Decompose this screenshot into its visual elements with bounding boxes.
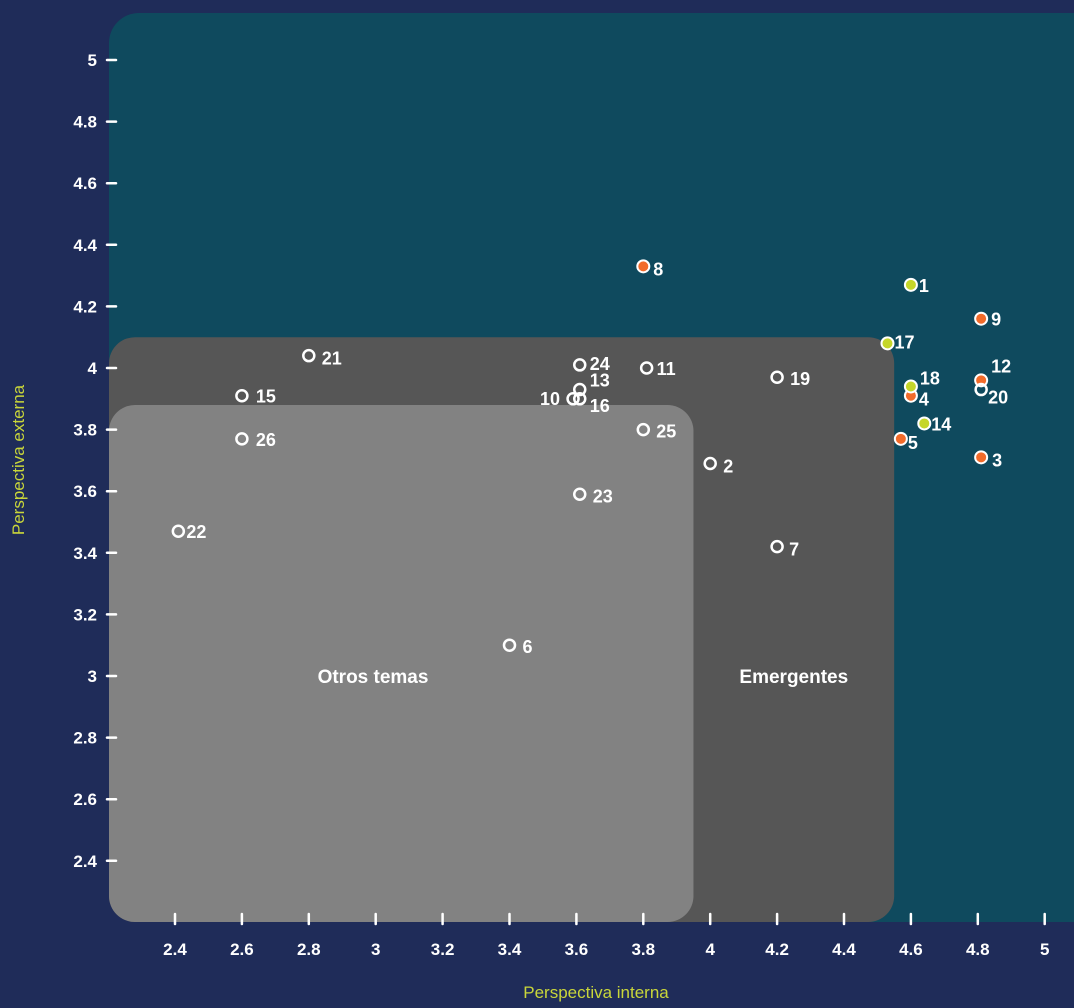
data-point-label: 5	[908, 433, 918, 453]
data-point-label: 24	[590, 354, 610, 374]
data-point-label: 15	[256, 387, 276, 407]
zone-otros-temas-label: Otros temas	[318, 667, 429, 688]
data-point-8	[636, 259, 651, 274]
data-point-label: 10	[540, 389, 560, 409]
data-point-label: 7	[789, 540, 799, 560]
y-axis: 2.4 2.6 2.8 3 3.2 3.4 3.6 3.8 4 4.2 4.4 4.6 4.8 5	[73, 51, 118, 871]
data-point-1	[903, 277, 918, 292]
data-point-19	[770, 370, 784, 384]
x-tick-label: 4.4	[832, 940, 856, 959]
y-tick-label: 2.6	[73, 790, 97, 809]
data-point-12	[974, 373, 989, 388]
data-point-20	[974, 382, 988, 397]
data-point-2	[703, 456, 717, 471]
data-point-label: 17	[894, 332, 914, 352]
x-tick-label: 2.4	[163, 940, 187, 959]
y-tick-label: 3.8	[73, 421, 97, 440]
data-point-label: 21	[322, 349, 342, 369]
data-point-label: 8	[653, 259, 663, 279]
data-point-23	[572, 487, 587, 502]
data-point-18	[903, 379, 918, 394]
data-point-26	[235, 432, 249, 446]
x-tick-label: 3	[371, 940, 380, 959]
y-tick-label: 4.2	[73, 297, 97, 316]
data-point-13	[572, 382, 587, 397]
x-tick-label: 4.8	[966, 940, 990, 959]
data-point-9	[974, 311, 989, 326]
y-tick-label: 3.4	[73, 544, 97, 563]
y-tick-label: 4.6	[73, 174, 97, 193]
data-point-label: 4	[919, 390, 929, 410]
data-point-10	[566, 392, 580, 406]
zone-emergentes-label: Emergentes	[739, 667, 848, 688]
data-point-label: 25	[656, 422, 676, 442]
data-point-label: 23	[593, 486, 613, 506]
data-point-11	[639, 361, 654, 375]
y-tick-label: 2.8	[73, 729, 97, 748]
data-point-17	[880, 336, 895, 351]
data-point-7	[770, 539, 784, 554]
y-tick-label: 3.2	[73, 605, 97, 624]
data-point-5	[893, 431, 908, 446]
x-tick-label: 3.8	[631, 940, 655, 959]
data-point-label: 26	[256, 430, 276, 450]
y-tick-label: 5	[88, 51, 97, 70]
y-tick-label: 3.6	[73, 482, 97, 501]
data-point-label: 11	[657, 359, 676, 379]
x-tick-label: 3.6	[565, 940, 589, 959]
data-point-16	[572, 392, 587, 406]
data-point-21	[302, 348, 316, 363]
data-point-label: 12	[991, 356, 1011, 376]
data-point-label: 1	[919, 276, 929, 296]
data-point-label: 2	[723, 456, 733, 476]
data-point-label: 14	[931, 414, 951, 434]
x-tick-label: 4	[705, 940, 715, 959]
y-tick-label: 3	[88, 667, 97, 686]
x-tick-label: 4.6	[899, 940, 923, 959]
data-point-label: 20	[988, 388, 1008, 408]
data-point-14	[917, 416, 932, 431]
data-point-label: 3	[992, 450, 1002, 470]
y-tick-label: 4	[88, 359, 98, 378]
data-point-25	[636, 422, 651, 437]
data-point-6	[502, 638, 517, 652]
zone-otros-temas	[109, 404, 694, 923]
data-point-24	[572, 358, 587, 372]
x-tick-label: 3.4	[498, 940, 522, 959]
data-point-15	[235, 388, 249, 403]
data-point-label: 22	[186, 522, 206, 542]
data-point-label: 16	[590, 396, 610, 416]
x-tick-label: 5	[1040, 940, 1049, 959]
data-point-22	[171, 524, 186, 538]
x-tick-label: 4.2	[765, 940, 789, 959]
data-point-label: 19	[790, 369, 810, 389]
x-axis-title: Perspectiva interna	[523, 983, 669, 1002]
data-point-label: 18	[920, 368, 940, 388]
y-tick-label: 4.8	[73, 113, 97, 132]
y-tick-label: 4.4	[73, 236, 97, 255]
x-axis: 2.4 2.6 2.8 3 3.2 3.4 3.6 3.8 4 4.2 4.4 4.6 4.8 5	[163, 912, 1049, 959]
x-tick-label: 2.8	[297, 940, 321, 959]
y-tick-label: 2.4	[73, 852, 97, 871]
data-point-label: 6	[523, 637, 533, 657]
y-axis-title: Perspectiva externa	[9, 384, 28, 535]
data-point-3	[974, 450, 989, 465]
x-tick-label: 2.6	[230, 940, 254, 959]
data-point-label: 13	[590, 371, 610, 391]
data-point-label: 9	[991, 310, 1001, 330]
x-tick-label: 3.2	[431, 940, 455, 959]
